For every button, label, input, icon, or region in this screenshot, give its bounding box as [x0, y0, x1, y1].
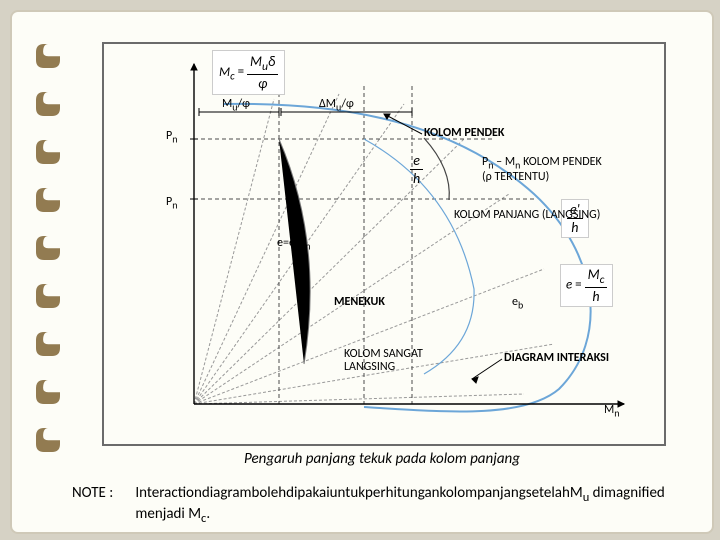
- lbl-pn1: Pn: [166, 130, 177, 145]
- lbl-pnmn: Pn – Mn KOLOM PENDEK(ρ TERTENTU): [482, 156, 602, 183]
- caption: Pengaruh panjang tekuk pada kolom panjan…: [102, 450, 662, 468]
- lbl-kolom-pendek: KOLOM PENDEK: [424, 127, 504, 140]
- note-label: NOTE :: [72, 484, 132, 502]
- lbl-emin: e=emin: [277, 237, 310, 252]
- eq-emc: e = Mch: [560, 264, 613, 307]
- lbl-sangat: KOLOM SANGATLANGSING: [344, 348, 423, 373]
- eq-mc: Mc = Muδφ: [212, 50, 285, 95]
- lbl-pn2: Pn: [166, 196, 177, 211]
- lbl-mn: Mn: [604, 404, 620, 419]
- lbl-menekuk: MENEKUK: [334, 296, 385, 309]
- note: NOTE : Interactiondiagrambolehdipakaiunt…: [72, 484, 692, 526]
- note-text: Interactiondiagrambolehdipakaiuntukperhi…: [135, 484, 675, 526]
- lbl-mu-phi: Mu/φ: [222, 98, 250, 113]
- eq-eh: eh: [404, 150, 429, 189]
- lbl-dmu-phi: ΔMu/φ: [319, 98, 354, 113]
- lbl-diagram: DIAGRAM INTERAKSI: [504, 352, 609, 365]
- lbl-eb: eb: [512, 296, 523, 311]
- lbl-kolom-panjang: KOLOM PANJANG (LANGSING): [454, 209, 600, 222]
